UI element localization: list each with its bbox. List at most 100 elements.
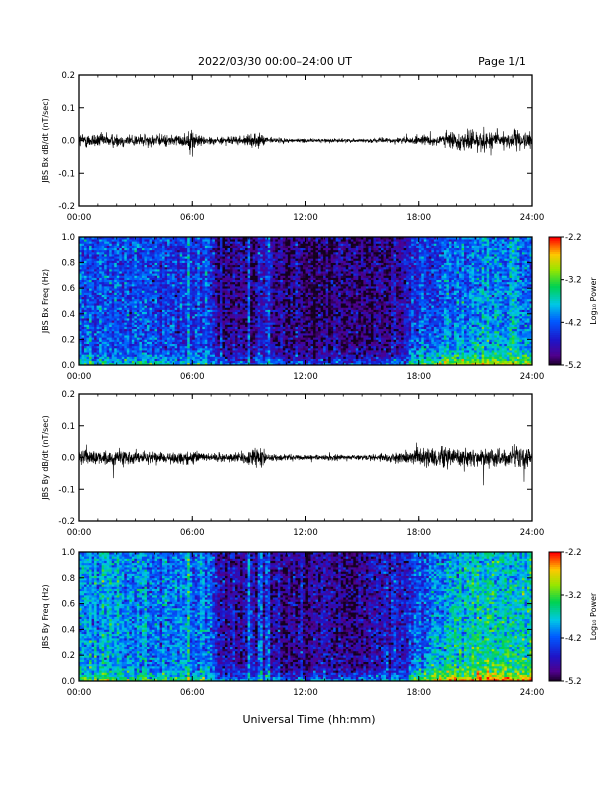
spectrogram-cell (227, 324, 230, 326)
spectrogram-cell (129, 260, 132, 262)
spectrogram-cell (170, 252, 173, 254)
spectrogram-cell (147, 248, 150, 250)
spectrogram-cell (230, 246, 233, 248)
spectrogram-cell (265, 299, 268, 301)
spectrogram-cell (112, 305, 115, 307)
spectrogram-cell (250, 344, 253, 346)
spectrogram-cell (87, 258, 90, 260)
spectrogram-cell (280, 344, 283, 346)
spectrogram-cell (144, 282, 147, 284)
spectrogram-cell (170, 282, 173, 284)
spectrogram-cell (170, 327, 173, 329)
spectrogram-cell (202, 271, 205, 273)
spectrogram-cell (117, 265, 120, 267)
spectrogram-cell (222, 290, 225, 292)
spectrogram-cell (195, 361, 198, 363)
spectrogram-cell (94, 303, 97, 305)
spectrogram-cell (270, 335, 273, 337)
spectrogram-cell (149, 348, 152, 350)
spectrogram-cell (265, 303, 268, 305)
spectrogram-cell (205, 322, 208, 324)
spectrogram-cell (172, 263, 175, 265)
spectrogram-cell (270, 258, 273, 260)
spectrogram-cell (263, 246, 266, 248)
spectrogram-cell (87, 305, 90, 307)
spectrogram-cell (124, 348, 127, 350)
spectrogram-cell (152, 337, 155, 339)
spectrogram-cell (107, 288, 110, 290)
spectrogram-cell (180, 260, 183, 262)
spectrogram-cell (109, 286, 112, 288)
spectrogram-cell (227, 248, 230, 250)
spectrogram-cell (162, 333, 165, 335)
spectrogram-cell (245, 254, 248, 256)
spectrogram-cell (122, 344, 125, 346)
spectrogram-cell (182, 329, 185, 331)
spectrogram-cell (190, 352, 193, 354)
spectrogram-cell (149, 327, 152, 329)
spectrogram-cell (200, 243, 203, 245)
spectrogram-cell (82, 246, 85, 248)
spectrogram-cell (102, 318, 105, 320)
spectrogram-cell (114, 329, 117, 331)
spectrogram-cell (202, 333, 205, 335)
spectrogram-cell (92, 256, 95, 258)
spectrogram-cell (82, 342, 85, 344)
spectrogram-cell (283, 312, 286, 314)
spectrogram-cell (227, 275, 230, 277)
spectrogram-cell (149, 314, 152, 316)
spectrogram-cell (255, 269, 258, 271)
spectrogram-cell (149, 280, 152, 282)
spectrogram-cell (180, 297, 183, 299)
spectrogram-cell (99, 305, 102, 307)
spectrogram-cell (152, 339, 155, 341)
spectrogram-cell (160, 320, 163, 322)
spectrogram-cell (270, 329, 273, 331)
spectrogram-cell (99, 297, 102, 299)
spectrogram-cell (180, 333, 183, 335)
spectrogram-cell (144, 292, 147, 294)
spectrogram-cell (270, 256, 273, 258)
spectrogram-cell (160, 329, 163, 331)
spectrogram-cell (280, 278, 283, 280)
spectrogram-cell (87, 354, 90, 356)
spectrogram-cell (270, 280, 273, 282)
spectrogram-cell (210, 256, 213, 258)
spectrogram-cell (187, 290, 190, 292)
spectrogram-cell (238, 243, 241, 245)
spectrogram-cell (107, 316, 110, 318)
y-tick-label: -0.1 (58, 169, 75, 179)
spectrogram-cell (139, 335, 142, 337)
spectrogram-cell (258, 333, 261, 335)
spectrogram-cell (87, 361, 90, 363)
spectrogram-cell (165, 359, 168, 361)
spectrogram-cell (94, 354, 97, 356)
spectrogram-cell (258, 260, 261, 262)
spectrogram-cell (157, 327, 160, 329)
spectrogram-cell (129, 269, 132, 271)
spectrogram-cell (172, 256, 175, 258)
spectrogram-cell (102, 339, 105, 341)
spectrogram-cell (104, 356, 107, 358)
spectrogram-cell (248, 339, 251, 341)
spectrogram-cell (200, 310, 203, 312)
spectrogram-cell (278, 331, 281, 333)
spectrogram-cell (124, 267, 127, 269)
spectrogram-cell (190, 331, 193, 333)
spectrogram-cell (137, 275, 140, 277)
spectrogram-cell (253, 312, 256, 314)
spectrogram-cell (129, 333, 132, 335)
spectrogram-cell (170, 361, 173, 363)
spectrogram-cell (119, 320, 122, 322)
spectrogram-cell (258, 361, 261, 363)
spectrogram-cell (235, 280, 238, 282)
spectrogram-cell (273, 284, 276, 286)
spectrogram-cell (220, 324, 223, 326)
spectrogram-cell (147, 280, 150, 282)
spectrogram-cell (112, 271, 115, 273)
spectrogram-cell (180, 267, 183, 269)
spectrogram-cell (104, 250, 107, 252)
spectrogram-cell (207, 324, 210, 326)
x-tick-label: 18:00 (407, 213, 432, 223)
spectrogram-cell (152, 243, 155, 245)
